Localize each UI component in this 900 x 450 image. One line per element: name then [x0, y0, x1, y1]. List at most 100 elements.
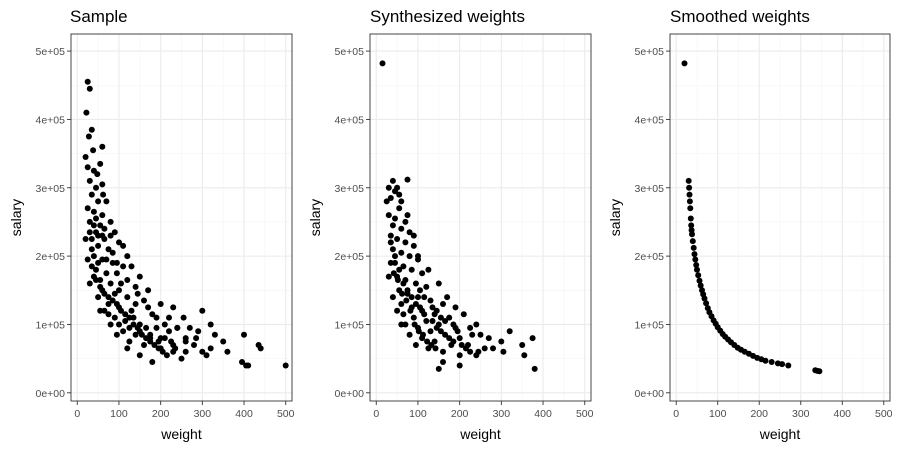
data-point	[105, 301, 112, 307]
data-point	[686, 191, 693, 198]
data-point	[410, 242, 417, 249]
data-point	[172, 345, 179, 352]
data-point	[701, 295, 708, 302]
data-point	[456, 352, 463, 359]
data-point	[161, 335, 168, 342]
data-point	[82, 154, 89, 160]
data-point	[762, 357, 769, 364]
data-point	[415, 253, 421, 260]
y-tick-label: 4e+05	[36, 114, 66, 126]
data-point	[392, 259, 398, 266]
data-point	[118, 280, 124, 287]
data-point	[408, 266, 415, 273]
data-point	[385, 212, 392, 219]
data-point	[90, 253, 97, 260]
data-point	[90, 147, 97, 154]
data-point	[521, 352, 528, 359]
data-point	[404, 287, 411, 294]
data-point	[427, 297, 434, 304]
data-point	[685, 177, 692, 184]
data-point	[99, 232, 106, 239]
data-point	[387, 239, 394, 246]
y-axis-label: salary	[307, 199, 323, 236]
data-point	[95, 294, 102, 301]
data-point	[120, 242, 127, 249]
data-point	[440, 301, 446, 307]
data-point	[421, 294, 428, 301]
data-point	[768, 359, 775, 365]
data-point	[387, 195, 394, 201]
data-point	[410, 314, 417, 321]
data-point	[239, 359, 245, 365]
data-point	[143, 324, 150, 331]
data-point	[389, 246, 396, 253]
data-point	[132, 331, 139, 338]
data-point	[406, 253, 413, 260]
data-point	[396, 205, 403, 212]
data-point	[126, 314, 133, 321]
data-point	[90, 222, 97, 229]
data-point	[191, 342, 197, 348]
data-point	[399, 290, 406, 297]
data-point	[473, 321, 480, 328]
data-point	[95, 259, 102, 266]
data-point	[93, 184, 99, 191]
data-point	[241, 331, 247, 338]
data-point	[174, 324, 181, 331]
data-point	[403, 297, 410, 304]
data-point	[691, 251, 698, 258]
data-point	[136, 273, 143, 280]
x-tick-label: 500	[576, 408, 594, 420]
data-point	[385, 184, 392, 191]
data-point	[428, 342, 435, 348]
data-point	[116, 239, 122, 246]
panel-smoothed-weights: Smoothed weights weight salary 0 100 200 30…	[607, 7, 893, 442]
data-point	[195, 328, 202, 335]
data-point	[86, 177, 93, 184]
data-point	[82, 236, 89, 242]
data-point	[402, 218, 409, 225]
data-point	[207, 321, 214, 328]
data-point	[432, 345, 439, 352]
data-point	[687, 215, 694, 222]
data-point	[686, 184, 693, 191]
data-point	[490, 345, 496, 352]
panel-sample: Sample weight salary 0 100 200 300 400 500 0e+…	[8, 7, 295, 442]
y-tick-label: 3e+05	[635, 183, 665, 195]
data-point	[477, 331, 484, 338]
data-point	[383, 198, 390, 205]
data-point	[97, 277, 104, 283]
data-point	[155, 345, 162, 352]
x-tick-label: 100	[110, 408, 128, 420]
data-point	[147, 338, 154, 345]
data-point	[126, 338, 133, 345]
data-point	[456, 335, 463, 342]
data-point	[105, 311, 112, 318]
data-point	[410, 232, 417, 239]
data-point	[394, 307, 401, 314]
data-point	[454, 328, 461, 335]
data-point	[481, 345, 488, 352]
data-point	[107, 218, 114, 225]
x-tick-label: 0	[373, 408, 379, 420]
y-tick-label: 3e+05	[335, 183, 365, 195]
y-axis-label: salary	[607, 199, 623, 236]
panel-border	[369, 33, 592, 402]
data-point	[111, 290, 118, 297]
data-point	[485, 335, 492, 342]
data-point	[103, 256, 110, 263]
data-point	[170, 304, 177, 311]
x-tick-label: 300	[792, 408, 810, 420]
data-point	[427, 328, 434, 335]
data-point	[105, 294, 112, 301]
y-tick-label: 5e+05	[335, 46, 365, 58]
panel-synthesized-weights: Synthesized weights weight salary 0 100 20…	[307, 7, 594, 442]
data-point	[93, 215, 99, 222]
data-point	[101, 225, 108, 232]
data-point	[458, 342, 465, 348]
data-point	[423, 318, 430, 324]
data-point	[255, 342, 262, 348]
y-tick-label: 0e+00	[335, 388, 365, 400]
data-point	[412, 301, 419, 307]
data-point	[103, 270, 110, 277]
